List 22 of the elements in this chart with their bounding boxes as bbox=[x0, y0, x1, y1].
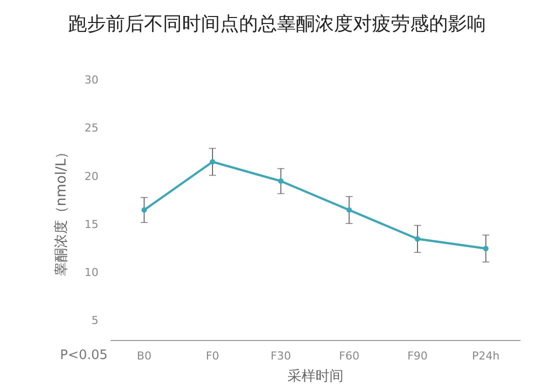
x-tick-label: F30 bbox=[270, 350, 291, 362]
x-tick-label: P24h bbox=[472, 350, 500, 362]
y-tick-label: 5 bbox=[92, 314, 98, 328]
x-tick-label: F60 bbox=[339, 350, 360, 362]
y-tick-label: 25 bbox=[84, 122, 98, 135]
point bbox=[483, 246, 489, 252]
x-tick-label: B0 bbox=[136, 350, 152, 362]
y-tick-label: 20 bbox=[84, 170, 98, 183]
y-tick-label: 10 bbox=[84, 266, 98, 280]
y-axis-title: 睾酮浓度（nmol/L） bbox=[54, 144, 70, 276]
x-tick-label: F0 bbox=[206, 350, 220, 362]
point bbox=[414, 236, 420, 242]
point bbox=[141, 207, 147, 213]
x-axis-title: 采样时间 bbox=[288, 368, 344, 384]
chart-title: 跑步前后不同时间点的总睾酮浓度对疲劳感的影响 bbox=[68, 13, 486, 35]
x-tick-label: F90 bbox=[407, 350, 428, 362]
point bbox=[210, 159, 216, 165]
point bbox=[346, 207, 352, 213]
text: P<0.05 bbox=[60, 348, 108, 363]
y-tick-label: 15 bbox=[84, 218, 98, 231]
point bbox=[278, 178, 284, 184]
y-tick-label: 30 bbox=[84, 74, 98, 86]
